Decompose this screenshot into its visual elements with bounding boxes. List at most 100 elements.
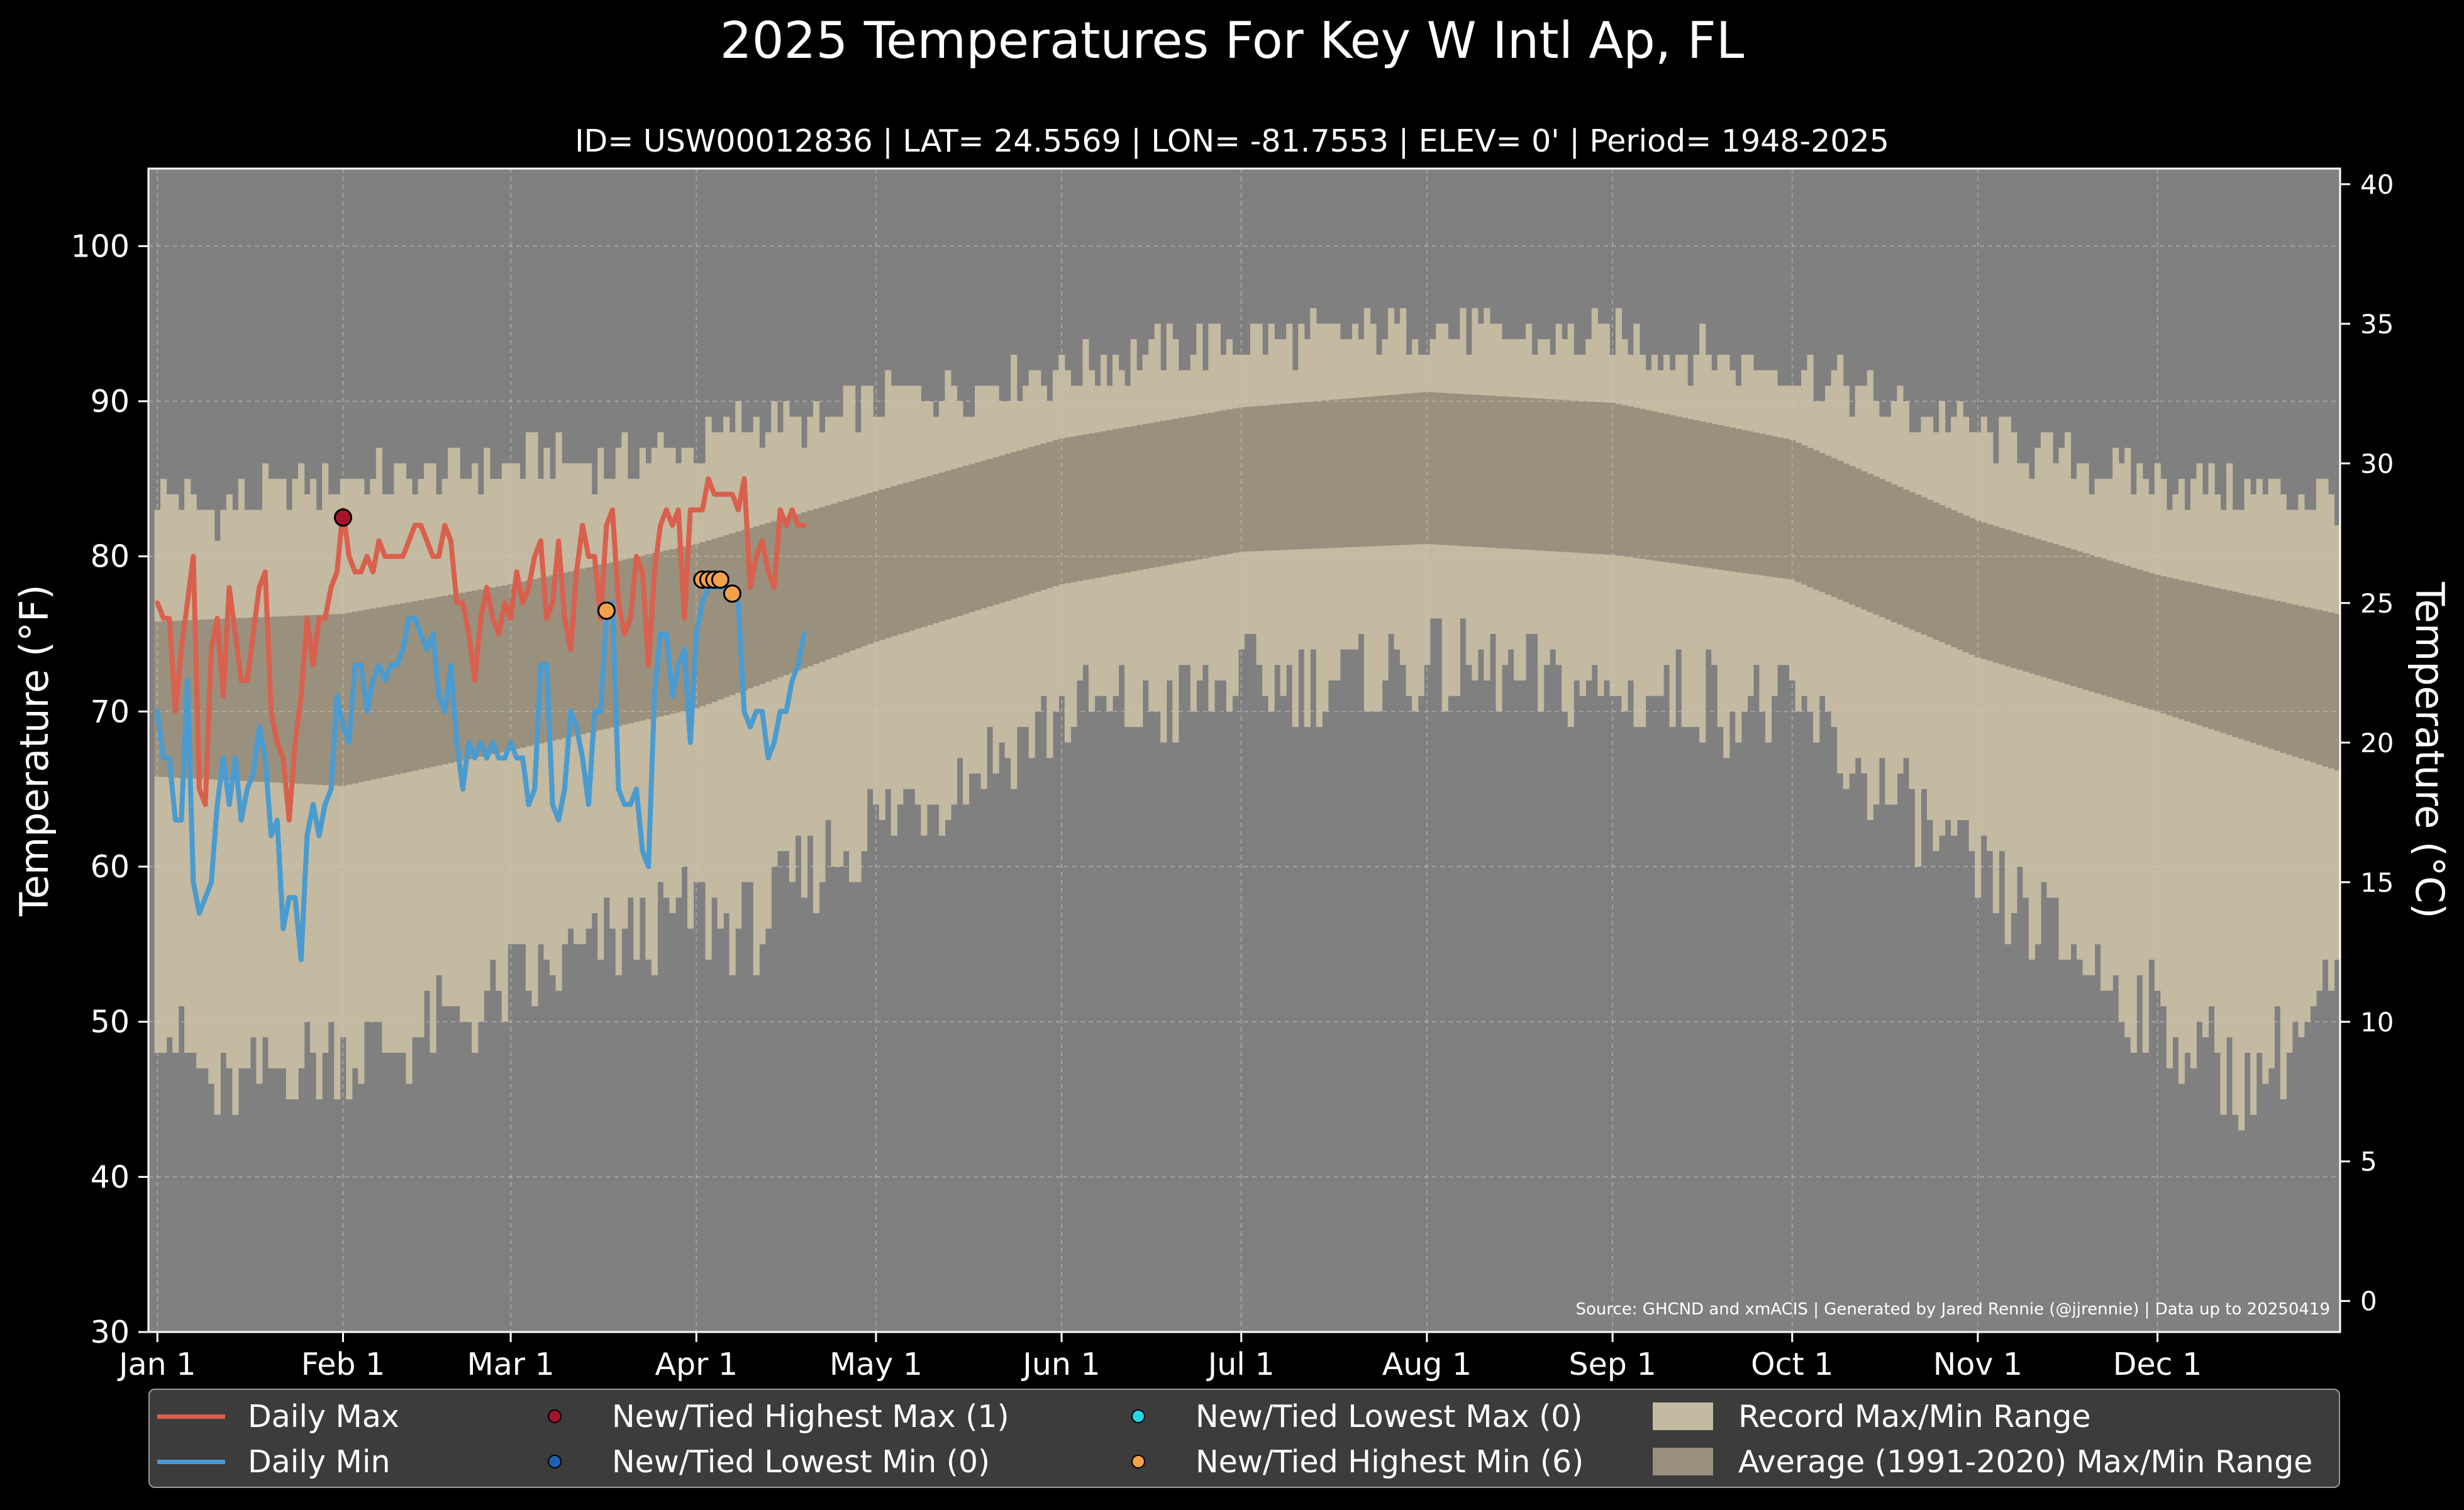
normal-band-day bbox=[2028, 536, 2035, 674]
normal-band-day bbox=[1441, 392, 1448, 545]
normal-band-day bbox=[873, 491, 880, 642]
normal-band-day bbox=[615, 560, 622, 726]
record-band-day bbox=[2220, 509, 2227, 1115]
normal-band-day bbox=[1837, 460, 1844, 600]
record-band-day bbox=[2101, 479, 2107, 991]
normal-band-day bbox=[430, 597, 436, 767]
normal-band-day bbox=[322, 614, 329, 786]
x-tick-label: Aug 1 bbox=[1382, 1346, 1472, 1382]
normal-band-day bbox=[1914, 494, 1922, 633]
normal-band-day bbox=[424, 599, 431, 769]
normal-band-day bbox=[1591, 401, 1598, 554]
normal-band-day bbox=[1351, 397, 1359, 547]
normal-band-day bbox=[2142, 571, 2149, 708]
record-band-day bbox=[2232, 509, 2239, 1115]
normal-band-day bbox=[2082, 553, 2089, 690]
normal-band-day bbox=[891, 486, 897, 636]
record-band-day bbox=[334, 494, 341, 1099]
normal-band-day bbox=[1501, 396, 1509, 549]
normal-band-day bbox=[807, 510, 814, 667]
normal-band-day bbox=[1813, 450, 1820, 590]
record-band-day bbox=[2178, 479, 2185, 1084]
normal-band-day bbox=[1801, 445, 1808, 585]
normal-band-day bbox=[1106, 430, 1113, 576]
normal-band-day bbox=[1076, 435, 1084, 581]
record-band-day bbox=[2172, 494, 2179, 1038]
normal-band-day bbox=[1831, 458, 1838, 597]
normal-band-day bbox=[1226, 409, 1233, 554]
normal-band-day bbox=[316, 614, 323, 785]
legend-item: Average (1991-2020) Max/Min Range bbox=[1653, 1443, 2312, 1480]
normal-band-day bbox=[2262, 598, 2269, 747]
y-tick-label: 40 bbox=[91, 1159, 130, 1195]
normal-band-day bbox=[346, 613, 353, 785]
normal-band-day bbox=[1902, 489, 1910, 628]
normal-band-day bbox=[262, 617, 269, 782]
normal-band-day bbox=[2052, 544, 2060, 681]
normal-band-day bbox=[579, 569, 586, 735]
legend-item: New/Tied Lowest Max (0) bbox=[1104, 1397, 1583, 1435]
normal-band-day bbox=[1723, 426, 1730, 571]
normal-band-day bbox=[501, 585, 508, 752]
normal-band-day bbox=[957, 467, 963, 616]
normal-band-day bbox=[1765, 435, 1772, 577]
normal-band-day bbox=[1418, 392, 1424, 545]
normal-band-day bbox=[837, 501, 844, 655]
normal-band-day bbox=[1465, 394, 1472, 547]
x-tick-label: Jun 1 bbox=[1021, 1346, 1100, 1382]
normal-band-day bbox=[926, 475, 933, 625]
x-tick-label: May 1 bbox=[830, 1346, 923, 1382]
legend-item: New/Tied Highest Max (1) bbox=[521, 1397, 1009, 1435]
record-band-day bbox=[208, 509, 215, 1084]
normal-band-day bbox=[1945, 508, 1951, 645]
normal-band-day bbox=[549, 575, 557, 741]
normal-band-day bbox=[1825, 455, 1832, 595]
normal-band-day bbox=[980, 460, 987, 609]
normal-band-day bbox=[244, 618, 251, 782]
record-band-day bbox=[801, 448, 807, 898]
normal-band-day bbox=[1035, 445, 1041, 592]
normal-band-day bbox=[717, 536, 724, 700]
record-band-day bbox=[2304, 509, 2311, 1022]
normal-band-day bbox=[2286, 603, 2293, 755]
normal-band-day bbox=[669, 549, 676, 714]
normal-band-day bbox=[1424, 392, 1431, 544]
record-band-day bbox=[2214, 494, 2221, 1053]
normal-band-day bbox=[1256, 406, 1263, 552]
normal-band-day bbox=[1538, 398, 1545, 551]
normal-band-day bbox=[1274, 404, 1281, 550]
normal-band-day bbox=[2064, 548, 2072, 685]
normal-band-day bbox=[1621, 405, 1628, 557]
normal-band-day bbox=[2322, 611, 2329, 767]
normal-band-day bbox=[1951, 510, 1958, 648]
y-axis-left: 30 40 50 60 70 80 90 100 bbox=[70, 228, 148, 1350]
normal-band-day bbox=[1082, 434, 1089, 580]
record-band-day bbox=[2238, 509, 2245, 1131]
normal-band-day bbox=[1807, 448, 1814, 587]
normal-band-day bbox=[765, 523, 772, 682]
record-band-day bbox=[154, 509, 161, 1053]
normal-band-day bbox=[938, 472, 946, 621]
normal-band-day bbox=[1879, 479, 1885, 618]
normal-band-day bbox=[585, 567, 592, 733]
normal-band-day bbox=[2298, 606, 2305, 759]
plot-frame bbox=[147, 167, 2341, 1333]
record-band-day bbox=[2064, 432, 2072, 960]
normal-band-day bbox=[274, 616, 281, 783]
normal-band-day bbox=[2166, 577, 2173, 716]
normal-band-day bbox=[2101, 558, 2107, 696]
normal-band-day bbox=[220, 618, 227, 780]
x-tick-label: Mar 1 bbox=[467, 1346, 554, 1382]
normal-band-day bbox=[1040, 443, 1047, 590]
record-band-day bbox=[2142, 479, 2149, 1053]
legend-area-swatch bbox=[1653, 1402, 1713, 1430]
normal-band-day bbox=[1855, 469, 1862, 608]
normal-band-day bbox=[855, 496, 862, 648]
record-band-day bbox=[2190, 479, 2197, 1069]
record-band-day bbox=[2112, 448, 2119, 975]
normal-band-day bbox=[1507, 397, 1514, 549]
normal-band-day bbox=[1064, 437, 1071, 584]
normal-band-day bbox=[1999, 528, 2006, 665]
normal-band-day bbox=[2040, 540, 2048, 677]
x-tick-label: Apr 1 bbox=[655, 1346, 738, 1382]
